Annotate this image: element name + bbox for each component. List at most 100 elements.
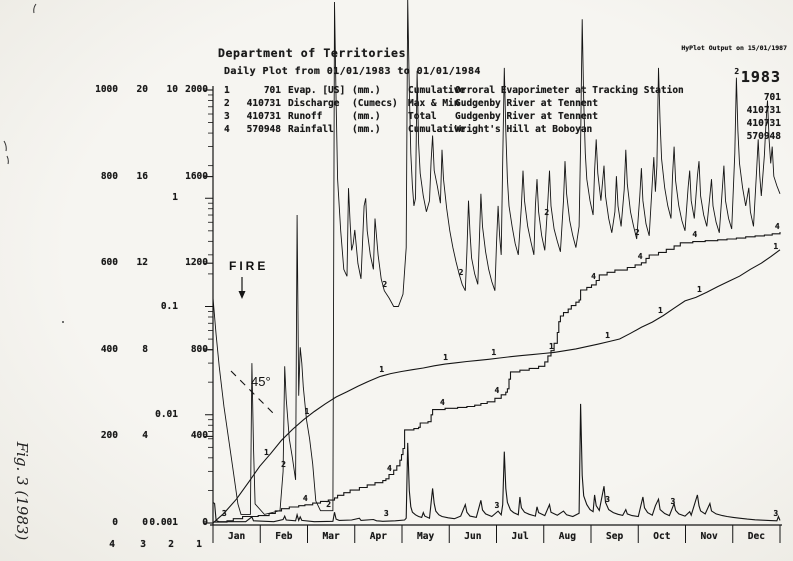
axis-tick-label: 0	[112, 517, 118, 528]
right-station-column: 410731	[0, 118, 793, 131]
month-label: Nov	[700, 531, 718, 542]
curve-number-2: 2	[458, 267, 464, 277]
legend-variable: Discharge	[288, 98, 340, 109]
axis-tick-label: 2000	[185, 84, 208, 95]
axis-tick-label: 0.01	[155, 408, 178, 420]
axis-tick-label: 0	[202, 517, 208, 528]
curve-number-2: 2	[544, 208, 550, 218]
legend-statistic: Cumulative	[408, 85, 466, 96]
month-label: Jul	[511, 531, 529, 542]
curve-number-4: 4	[637, 252, 643, 262]
curve-number-1: 1	[491, 347, 497, 357]
axis-tick-label: 1200	[185, 257, 208, 269]
axis-tick-label: 0.001	[149, 517, 178, 528]
curve-number-1: 1	[443, 353, 448, 363]
legend-curve-number: 4	[224, 124, 230, 135]
curve-number-3: 3	[670, 496, 676, 506]
curve-number-2: 2	[326, 499, 332, 509]
axis-tick-label: 400	[190, 430, 208, 442]
legend-row: 4 570948 Rainfall (mm.) Cumulative Wrigh…	[0, 124, 793, 137]
axis-tick-label: 600	[100, 257, 118, 269]
legend-site: Wright's Hill at Boboyan	[455, 124, 593, 135]
axis-tick-label: 12	[136, 257, 148, 269]
legend-station-id: 410731	[246, 98, 281, 109]
right-station-id: 410731	[746, 105, 781, 116]
curve-number-3: 3	[494, 501, 500, 511]
curve-number-1: 1	[304, 406, 310, 416]
discharge-curve	[212, 0, 781, 515]
axis-tick-label: 1600	[185, 170, 208, 182]
curve-number-3: 3	[221, 509, 227, 518]
curve-number-1: 1	[773, 242, 779, 252]
scan-artifact-marks	[3, 3, 37, 165]
legend-site: Gudgenby River at Tennent	[455, 111, 598, 122]
year-label: 1983	[740, 68, 781, 86]
axis-column-id: 3	[140, 539, 146, 550]
legend-row: 3 410731 Runoff (mm.) Total Gudgenby Riv…	[0, 111, 793, 124]
page-title: Department of Territories	[218, 46, 407, 60]
legend-statistic: Total	[408, 111, 437, 122]
scan-speck	[62, 321, 64, 323]
legend-variable: Evap. [US]	[288, 85, 346, 96]
curve-number-3: 3	[383, 509, 389, 518]
hyplot-output-note: HyPlot Output on 15/01/1987	[681, 44, 787, 52]
fire-annotation: FIRE	[229, 259, 269, 273]
axis-tick-label: 1	[172, 192, 178, 204]
right-station-id: 701	[763, 92, 781, 103]
curve-number-1: 1	[697, 284, 702, 294]
fire-arrow-head	[238, 291, 246, 299]
right-station-column: 701	[0, 92, 793, 105]
axis-tick-label: 0.1	[160, 300, 178, 312]
curve-number-1: 1	[658, 306, 663, 316]
month-label: Mar	[322, 531, 340, 542]
month-label: Sep	[606, 531, 624, 542]
month-label: Oct	[653, 531, 671, 542]
curve-number-3: 3	[773, 509, 779, 518]
runoff-curve	[212, 403, 781, 523]
curve-number-4: 4	[494, 386, 500, 396]
plot-subtitle: Daily Plot from 01/01/1983 to 01/01/1984	[224, 66, 481, 77]
legend-statistic: Max & Min	[408, 98, 460, 109]
legend-variable: Runoff	[288, 111, 323, 122]
axis-column-id: 1	[196, 539, 202, 550]
curve-number-3: 3	[605, 495, 610, 504]
legend-unit: (mm.)	[352, 111, 381, 122]
legend-site: Gudgenby River at Tennent	[455, 98, 598, 109]
axis-tick-label: 16	[136, 170, 148, 182]
axis-tick-label: 8	[142, 343, 148, 355]
legend-station-id: 701	[263, 85, 281, 96]
curve-number-4: 4	[591, 272, 596, 282]
axis-column-id: 4	[109, 539, 115, 550]
legend-curve-number: 2	[224, 98, 230, 109]
legend-curve-number: 3	[224, 111, 230, 122]
axis-tick-label: 1000	[95, 84, 118, 95]
legend-site: Orroral Evaporimeter at Tracking Station	[455, 85, 684, 96]
axis-tick-label: 200	[100, 430, 118, 442]
right-station-id: 570948	[746, 131, 781, 142]
right-station-id: 410731	[746, 118, 781, 129]
legend-curve-number: 1	[224, 85, 230, 96]
curve-number-4: 4	[439, 397, 445, 407]
axis-tick-label: 0	[142, 517, 148, 528]
legend-unit: (mm.)	[352, 124, 381, 135]
curve-number-2: 2	[734, 66, 740, 76]
curve-number-4: 4	[302, 493, 308, 503]
curve-number-4: 4	[387, 463, 392, 473]
evaporation-curve	[212, 249, 781, 524]
legend-variable: Rainfall	[288, 124, 334, 135]
curve-number-1: 1	[605, 330, 610, 340]
legend-station-id: 570948	[246, 124, 281, 135]
curve-number-2: 2	[634, 228, 640, 238]
legend-unit: (Cumecs)	[352, 98, 398, 109]
curve-number-4: 4	[774, 221, 780, 231]
curve-number-1: 1	[379, 365, 385, 375]
legend-unit: (mm.)	[352, 85, 381, 96]
axis-tick-label: 4	[142, 430, 148, 442]
month-label: May	[417, 531, 435, 542]
curve-number-1: 1	[263, 448, 269, 458]
angle-45-annotation: 45°	[251, 374, 271, 389]
axis-tick-label: 800	[190, 343, 208, 355]
legend-statistic: Cumulative	[408, 124, 466, 135]
